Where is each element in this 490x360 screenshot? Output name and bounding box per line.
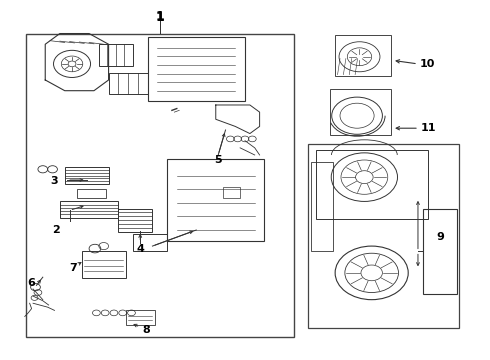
Bar [335,35,391,76]
Bar [125,310,155,325]
Bar [133,234,167,251]
Text: 4: 4 [136,244,144,253]
Text: 9: 9 [436,232,444,242]
Bar [26,33,294,337]
Text: 11: 11 [421,123,437,133]
Text: 2: 2 [52,225,60,235]
Bar [99,44,133,66]
Bar [109,73,147,94]
Text: 5: 5 [215,156,222,165]
Text: 8: 8 [143,325,150,335]
Text: 6: 6 [27,278,36,288]
Bar [60,202,118,217]
Text: 3: 3 [50,176,58,186]
Bar [147,37,245,102]
Bar [65,167,109,184]
Bar [311,162,333,251]
Text: 7: 7 [70,262,77,273]
Bar [316,150,428,219]
Text: 1: 1 [155,10,164,23]
Text: 10: 10 [420,59,436,69]
Bar [77,189,106,198]
Bar [308,144,460,328]
Bar [223,187,240,198]
Bar [82,251,125,278]
Bar [423,208,457,294]
Bar [330,89,391,135]
Bar [118,208,152,232]
Text: 1: 1 [155,11,164,24]
Bar [167,158,265,241]
